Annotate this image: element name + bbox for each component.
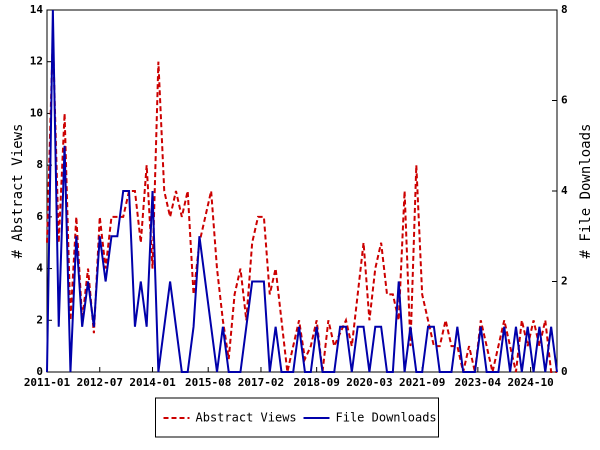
y-tick-label: 4 [36, 262, 43, 275]
y2-tick-label: 6 [561, 94, 568, 107]
y2-tick-label: 8 [561, 3, 568, 16]
legend-label: File Downloads [336, 411, 437, 425]
y2-tick-label: 4 [561, 184, 568, 197]
y2-tick-label: 2 [561, 275, 568, 288]
x-tick-label: 2018-09 [293, 376, 339, 389]
y2-tick-label: 0 [561, 365, 568, 378]
y-tick-label: 6 [36, 210, 43, 223]
y-tick-label: 8 [36, 158, 43, 171]
legend-label: Abstract Views [196, 411, 297, 425]
x-tick-label: 2024-10 [507, 376, 553, 389]
series-line [46, 9, 558, 373]
y-tick-label: 14 [30, 3, 44, 16]
x-tick-label: 2023-04 [455, 376, 502, 389]
x-tick-label: 2011-01 [24, 376, 71, 389]
y-tick-label: 10 [30, 106, 43, 119]
x-tick-label: 2021-09 [399, 376, 445, 389]
x-tick-label: 2015-08 [185, 376, 231, 389]
x-tick-label: 2020-03 [346, 376, 392, 389]
series-line [46, 35, 557, 373]
y2-axis-label: # File Downloads [578, 124, 594, 259]
x-tick-label: 2017-02 [238, 376, 284, 389]
x-tick-label: 2012-07 [77, 376, 123, 389]
legend-box [155, 397, 439, 438]
y-axis-label: # Abstract Views [10, 124, 26, 259]
y-tick-label: 2 [36, 313, 43, 326]
y-tick-label: 12 [30, 55, 43, 68]
x-tick-label: 2014-01 [129, 376, 176, 389]
y-tick-label: 0 [36, 365, 43, 378]
